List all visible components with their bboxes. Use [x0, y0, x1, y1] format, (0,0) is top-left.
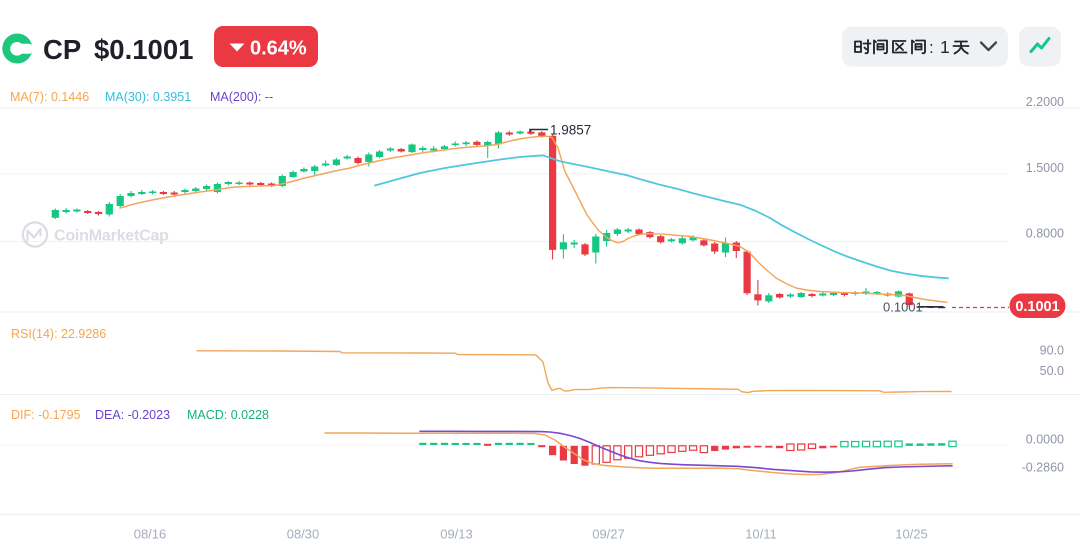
svg-text:0.1001: 0.1001 [1015, 299, 1059, 315]
svg-text:MACD: 0.0228: MACD: 0.0228 [187, 408, 269, 422]
svg-text:1.5000: 1.5000 [1026, 161, 1064, 175]
svg-text::: : [929, 38, 934, 57]
svg-text:10/11: 10/11 [745, 527, 777, 542]
svg-text:10/25: 10/25 [895, 527, 928, 542]
svg-text:09/13: 09/13 [440, 527, 473, 542]
svg-text:DEA: -0.2023: DEA: -0.2023 [95, 408, 170, 422]
svg-text:90.0: 90.0 [1040, 344, 1064, 358]
svg-text:0.8000: 0.8000 [1026, 227, 1064, 241]
svg-text:09/27: 09/27 [592, 527, 625, 542]
svg-text:MA(7): 0.1446: MA(7): 0.1446 [10, 90, 89, 104]
svg-text:0.0000: 0.0000 [1026, 433, 1064, 447]
svg-text:0.64%: 0.64% [250, 38, 307, 60]
svg-text:MA(200): --: MA(200): -- [210, 90, 273, 104]
svg-text:08/16: 08/16 [134, 527, 167, 542]
svg-text:08/30: 08/30 [287, 527, 320, 542]
svg-text:1.9857: 1.9857 [550, 123, 591, 138]
svg-text:MA(30): 0.3951: MA(30): 0.3951 [105, 90, 191, 104]
svg-text:-0.2860: -0.2860 [1022, 461, 1064, 475]
svg-text:CP: CP [43, 34, 81, 65]
svg-text:0.1001: 0.1001 [883, 300, 923, 315]
svg-text:2.2000: 2.2000 [1026, 95, 1064, 109]
svg-text:$0.1001: $0.1001 [94, 34, 193, 65]
svg-text:1: 1 [940, 37, 950, 57]
svg-text:RSI(14): 22.9286: RSI(14): 22.9286 [11, 327, 106, 341]
svg-text:50.0: 50.0 [1040, 364, 1064, 378]
svg-text:CoinMarketCap: CoinMarketCap [54, 228, 169, 245]
svg-text:DIF: -0.1795: DIF: -0.1795 [11, 408, 81, 422]
